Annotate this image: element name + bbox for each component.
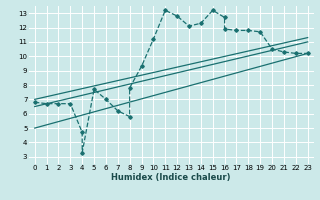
X-axis label: Humidex (Indice chaleur): Humidex (Indice chaleur) xyxy=(111,173,231,182)
